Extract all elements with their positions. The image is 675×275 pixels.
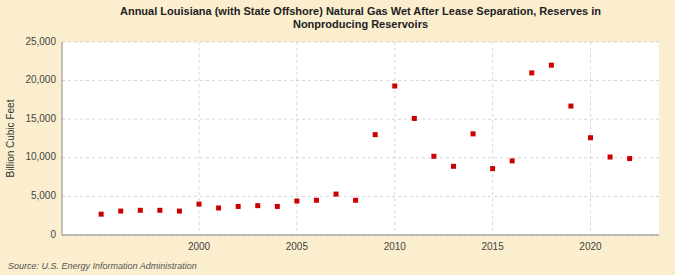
- grid-line-x: [296, 42, 297, 235]
- grid-line-y: [62, 235, 659, 236]
- point: [627, 156, 632, 161]
- point: [236, 204, 241, 209]
- grid-line-y: [62, 119, 659, 120]
- grid-line-y: [62, 42, 659, 43]
- point: [275, 204, 280, 209]
- x-tick-label: 2005: [286, 241, 309, 252]
- point: [431, 154, 436, 159]
- y-tick-label: 10,000: [25, 151, 56, 162]
- grid: [62, 42, 659, 235]
- source-note: Source: U.S. Energy Information Administ…: [8, 261, 197, 271]
- point: [197, 202, 202, 207]
- point: [353, 198, 358, 203]
- x-tick-label: 2010: [384, 241, 407, 252]
- point: [549, 63, 554, 68]
- plot-area: [62, 42, 659, 235]
- point: [99, 212, 104, 217]
- point: [392, 84, 397, 89]
- grid-line-y: [62, 80, 659, 81]
- chart: 0 5,000 10,000 15,000 20,000 25,000 2000 2005 20…: [0, 0, 675, 275]
- point: [177, 209, 182, 214]
- y-tick-label: 25,000: [25, 36, 56, 47]
- grid-line-x: [492, 42, 493, 235]
- y-tick-label: 5,000: [31, 190, 56, 201]
- point: [588, 135, 593, 140]
- point: [334, 192, 339, 197]
- y-axis-label: Billion Cubic Feet: [5, 99, 16, 177]
- background: [0, 0, 675, 275]
- point: [510, 158, 515, 163]
- grid-line-y: [62, 196, 659, 197]
- title: Annual Louisiana (with State Offshore) N…: [120, 5, 601, 30]
- x-tick-label: 2015: [481, 241, 504, 252]
- point: [216, 205, 221, 210]
- y-tick-label: 20,000: [25, 74, 56, 85]
- y-tick-label: 0: [50, 229, 56, 240]
- grid-line-x: [394, 42, 395, 235]
- point: [157, 208, 162, 213]
- point: [529, 70, 534, 75]
- point: [118, 209, 123, 214]
- point: [490, 166, 495, 171]
- point: [255, 203, 260, 208]
- ticks: 0 5,000 10,000 15,000 20,000 25,000 2000 2005 20…: [25, 36, 602, 252]
- y-axis-line: [62, 42, 63, 235]
- x-axis-line: [62, 235, 659, 236]
- grid-line-y: [62, 157, 659, 158]
- x-tick-label: 2000: [188, 241, 211, 252]
- point: [138, 208, 143, 213]
- point: [314, 198, 319, 203]
- point: [294, 199, 299, 204]
- point: [608, 155, 613, 160]
- points: [99, 63, 632, 217]
- y-tick-label: 15,000: [25, 113, 56, 124]
- point: [412, 116, 417, 121]
- point: [451, 164, 456, 169]
- point: [373, 132, 378, 137]
- x-tick-label: 2020: [579, 241, 602, 252]
- point: [568, 104, 573, 109]
- point: [471, 131, 476, 136]
